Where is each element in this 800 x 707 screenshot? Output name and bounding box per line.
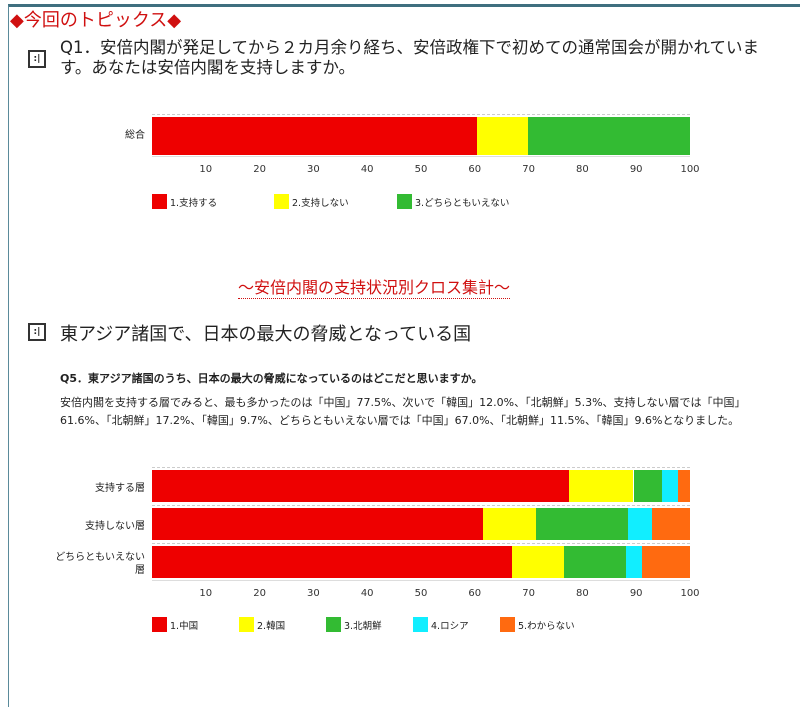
legend-label: 1.中国 xyxy=(170,620,199,632)
bar-segment xyxy=(152,508,484,540)
tick-label: 60 xyxy=(468,164,482,175)
gridline xyxy=(152,467,690,468)
tick-label: 50 xyxy=(414,164,428,175)
tick-label: 100 xyxy=(680,588,700,599)
axis-line xyxy=(152,156,690,157)
legend-swatch xyxy=(274,194,289,209)
legend-swatch xyxy=(413,617,428,632)
legend-item: 3.どちらともいえない xyxy=(397,194,509,209)
gridline xyxy=(152,114,690,115)
legend-label: 2.韓国 xyxy=(257,620,286,632)
bar-segment xyxy=(628,508,652,540)
bar-segment xyxy=(512,546,565,578)
bar-segment xyxy=(633,470,662,502)
tick-label: 10 xyxy=(199,588,213,599)
tick-label: 40 xyxy=(360,164,374,175)
row-label: 支持する層 xyxy=(95,483,145,494)
legend-swatch xyxy=(326,617,341,632)
tick-label: 70 xyxy=(522,588,535,599)
legend-swatch xyxy=(152,617,167,632)
legend-label: 5.わからない xyxy=(518,620,575,632)
bar-segment xyxy=(678,470,690,502)
legend-label: 3.どちらともいえない xyxy=(415,197,510,209)
tick-label: 70 xyxy=(522,164,535,175)
section-title: ～安倍内閣の支持状況別クロス集計～ xyxy=(238,274,511,299)
bar-segment xyxy=(152,117,477,155)
legend-label: 3.北朝鮮 xyxy=(344,620,382,632)
tick-label: 90 xyxy=(629,164,643,175)
bar-segment xyxy=(642,546,690,578)
legend-item: 5.わからない xyxy=(500,617,575,632)
gridline xyxy=(152,505,690,506)
q5-summary: 安倍内閣を支持する層でみると、最も多かったのは「中国」77.5%、次いで「韓国」… xyxy=(60,396,746,427)
topic-heading: ◆今回のトピックス◆ xyxy=(10,10,182,31)
bar-segment xyxy=(651,508,690,540)
legend-label: 1.支持する xyxy=(170,197,218,209)
legend-item: 4.ロシア xyxy=(413,617,469,632)
bar-segment xyxy=(535,508,629,540)
content-frame xyxy=(8,4,800,707)
bar-segment xyxy=(152,546,513,578)
gridline xyxy=(152,543,690,544)
legend-label: 4.ロシア xyxy=(431,620,469,632)
row-label: 支持しない層 xyxy=(85,521,145,532)
tick-label: 50 xyxy=(414,588,428,599)
bar-segment xyxy=(662,470,679,502)
question-face-icon: :| xyxy=(28,323,46,341)
tick-label: 40 xyxy=(360,588,374,599)
bar-segment xyxy=(483,508,536,540)
bar-segment xyxy=(528,117,690,155)
q1-question: Q1．安倍内閣が発足してから２カ月余り経ち、安倍政権下で初めての通常国会が開かれ… xyxy=(60,38,759,77)
legend-swatch xyxy=(500,617,515,632)
bar-segment xyxy=(152,470,569,502)
tick-label: 20 xyxy=(253,588,266,599)
bar-segment xyxy=(568,470,634,502)
legend-swatch xyxy=(397,194,412,209)
row-label: どちらともいえない層 xyxy=(55,552,145,576)
legend-label: 2.支持しない xyxy=(292,197,349,209)
legend-item: 1.支持する xyxy=(152,194,217,209)
tick-label: 60 xyxy=(468,588,482,599)
bar-segment xyxy=(564,546,626,578)
tick-label: 30 xyxy=(307,164,320,175)
bar-segment xyxy=(476,117,529,155)
question-face-icon: :| xyxy=(28,50,46,68)
legend-item: 2.支持しない xyxy=(274,194,349,209)
tick-label: 10 xyxy=(199,164,213,175)
row-label: 総合 xyxy=(125,130,145,141)
tick-label: 30 xyxy=(307,588,320,599)
tick-label: 90 xyxy=(629,588,643,599)
tick-label: 20 xyxy=(253,164,266,175)
legend-swatch xyxy=(152,194,167,209)
tick-label: 80 xyxy=(576,164,589,175)
legend-item: 3.北朝鮮 xyxy=(326,617,382,632)
tick-label: 80 xyxy=(576,588,589,599)
q5-question: Q5．東アジア諸国のうち、日本の最大の脅威になっているのはどこだと思いますか。 xyxy=(60,372,483,385)
section2-heading: 東アジア諸国で、日本の最大の脅威となっている国 xyxy=(60,324,472,345)
tick-label: 100 xyxy=(680,164,700,175)
legend-item: 2.韓国 xyxy=(239,617,285,632)
legend-item: 1.中国 xyxy=(152,617,198,632)
legend-swatch xyxy=(239,617,254,632)
bar-segment xyxy=(625,546,643,578)
axis-line xyxy=(152,580,690,581)
